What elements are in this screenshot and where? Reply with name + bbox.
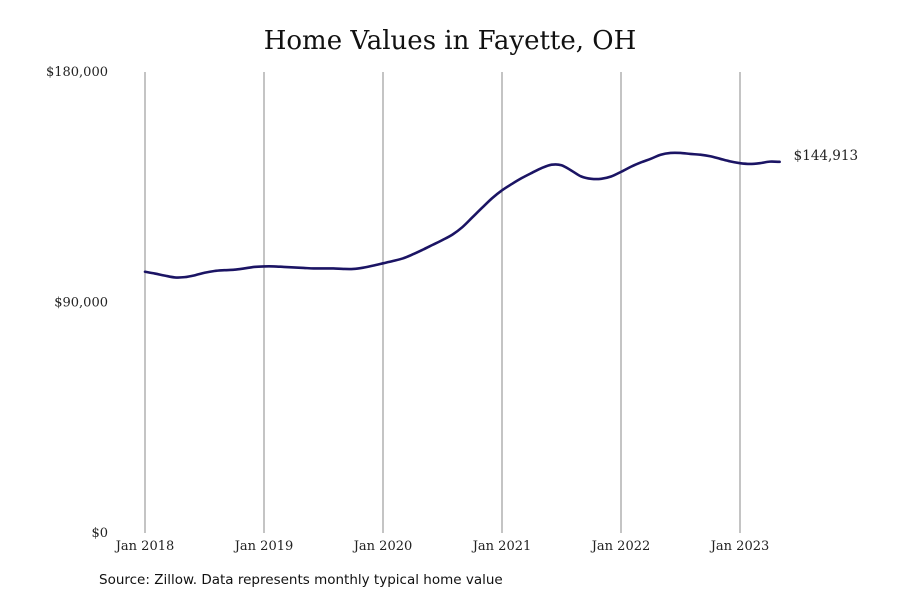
x-tick-label: Jan 2022 <box>590 539 651 554</box>
end-value-label: $144,913 <box>794 148 858 164</box>
y-axis-ticks: $0 $90,000 $180,000 <box>46 65 108 541</box>
series-line-0 <box>143 151 781 279</box>
y-tick-label: $90,000 <box>54 296 108 311</box>
y-tick-label: $180,000 <box>46 65 108 80</box>
x-tick-label: Jan 2020 <box>352 539 413 554</box>
x-tick-label: Jan 2023 <box>709 539 770 554</box>
series-layer <box>143 151 781 279</box>
source-note: Source: Zillow. Data represents monthly … <box>99 572 503 588</box>
x-tick-label: Jan 2019 <box>233 539 294 554</box>
y-tick-label: $0 <box>91 526 108 541</box>
x-axis-ticks: Jan 2018 Jan 2019 Jan 2020 Jan 2021 Jan 2022… <box>114 539 770 554</box>
vertical-gridlines <box>144 72 741 533</box>
chart-title: Home Values in Fayette, OH <box>263 26 637 56</box>
data-label-layer: $144,913 <box>794 148 858 164</box>
x-tick-label: Jan 2018 <box>114 539 175 554</box>
x-tick-label: Jan 2021 <box>471 539 532 554</box>
